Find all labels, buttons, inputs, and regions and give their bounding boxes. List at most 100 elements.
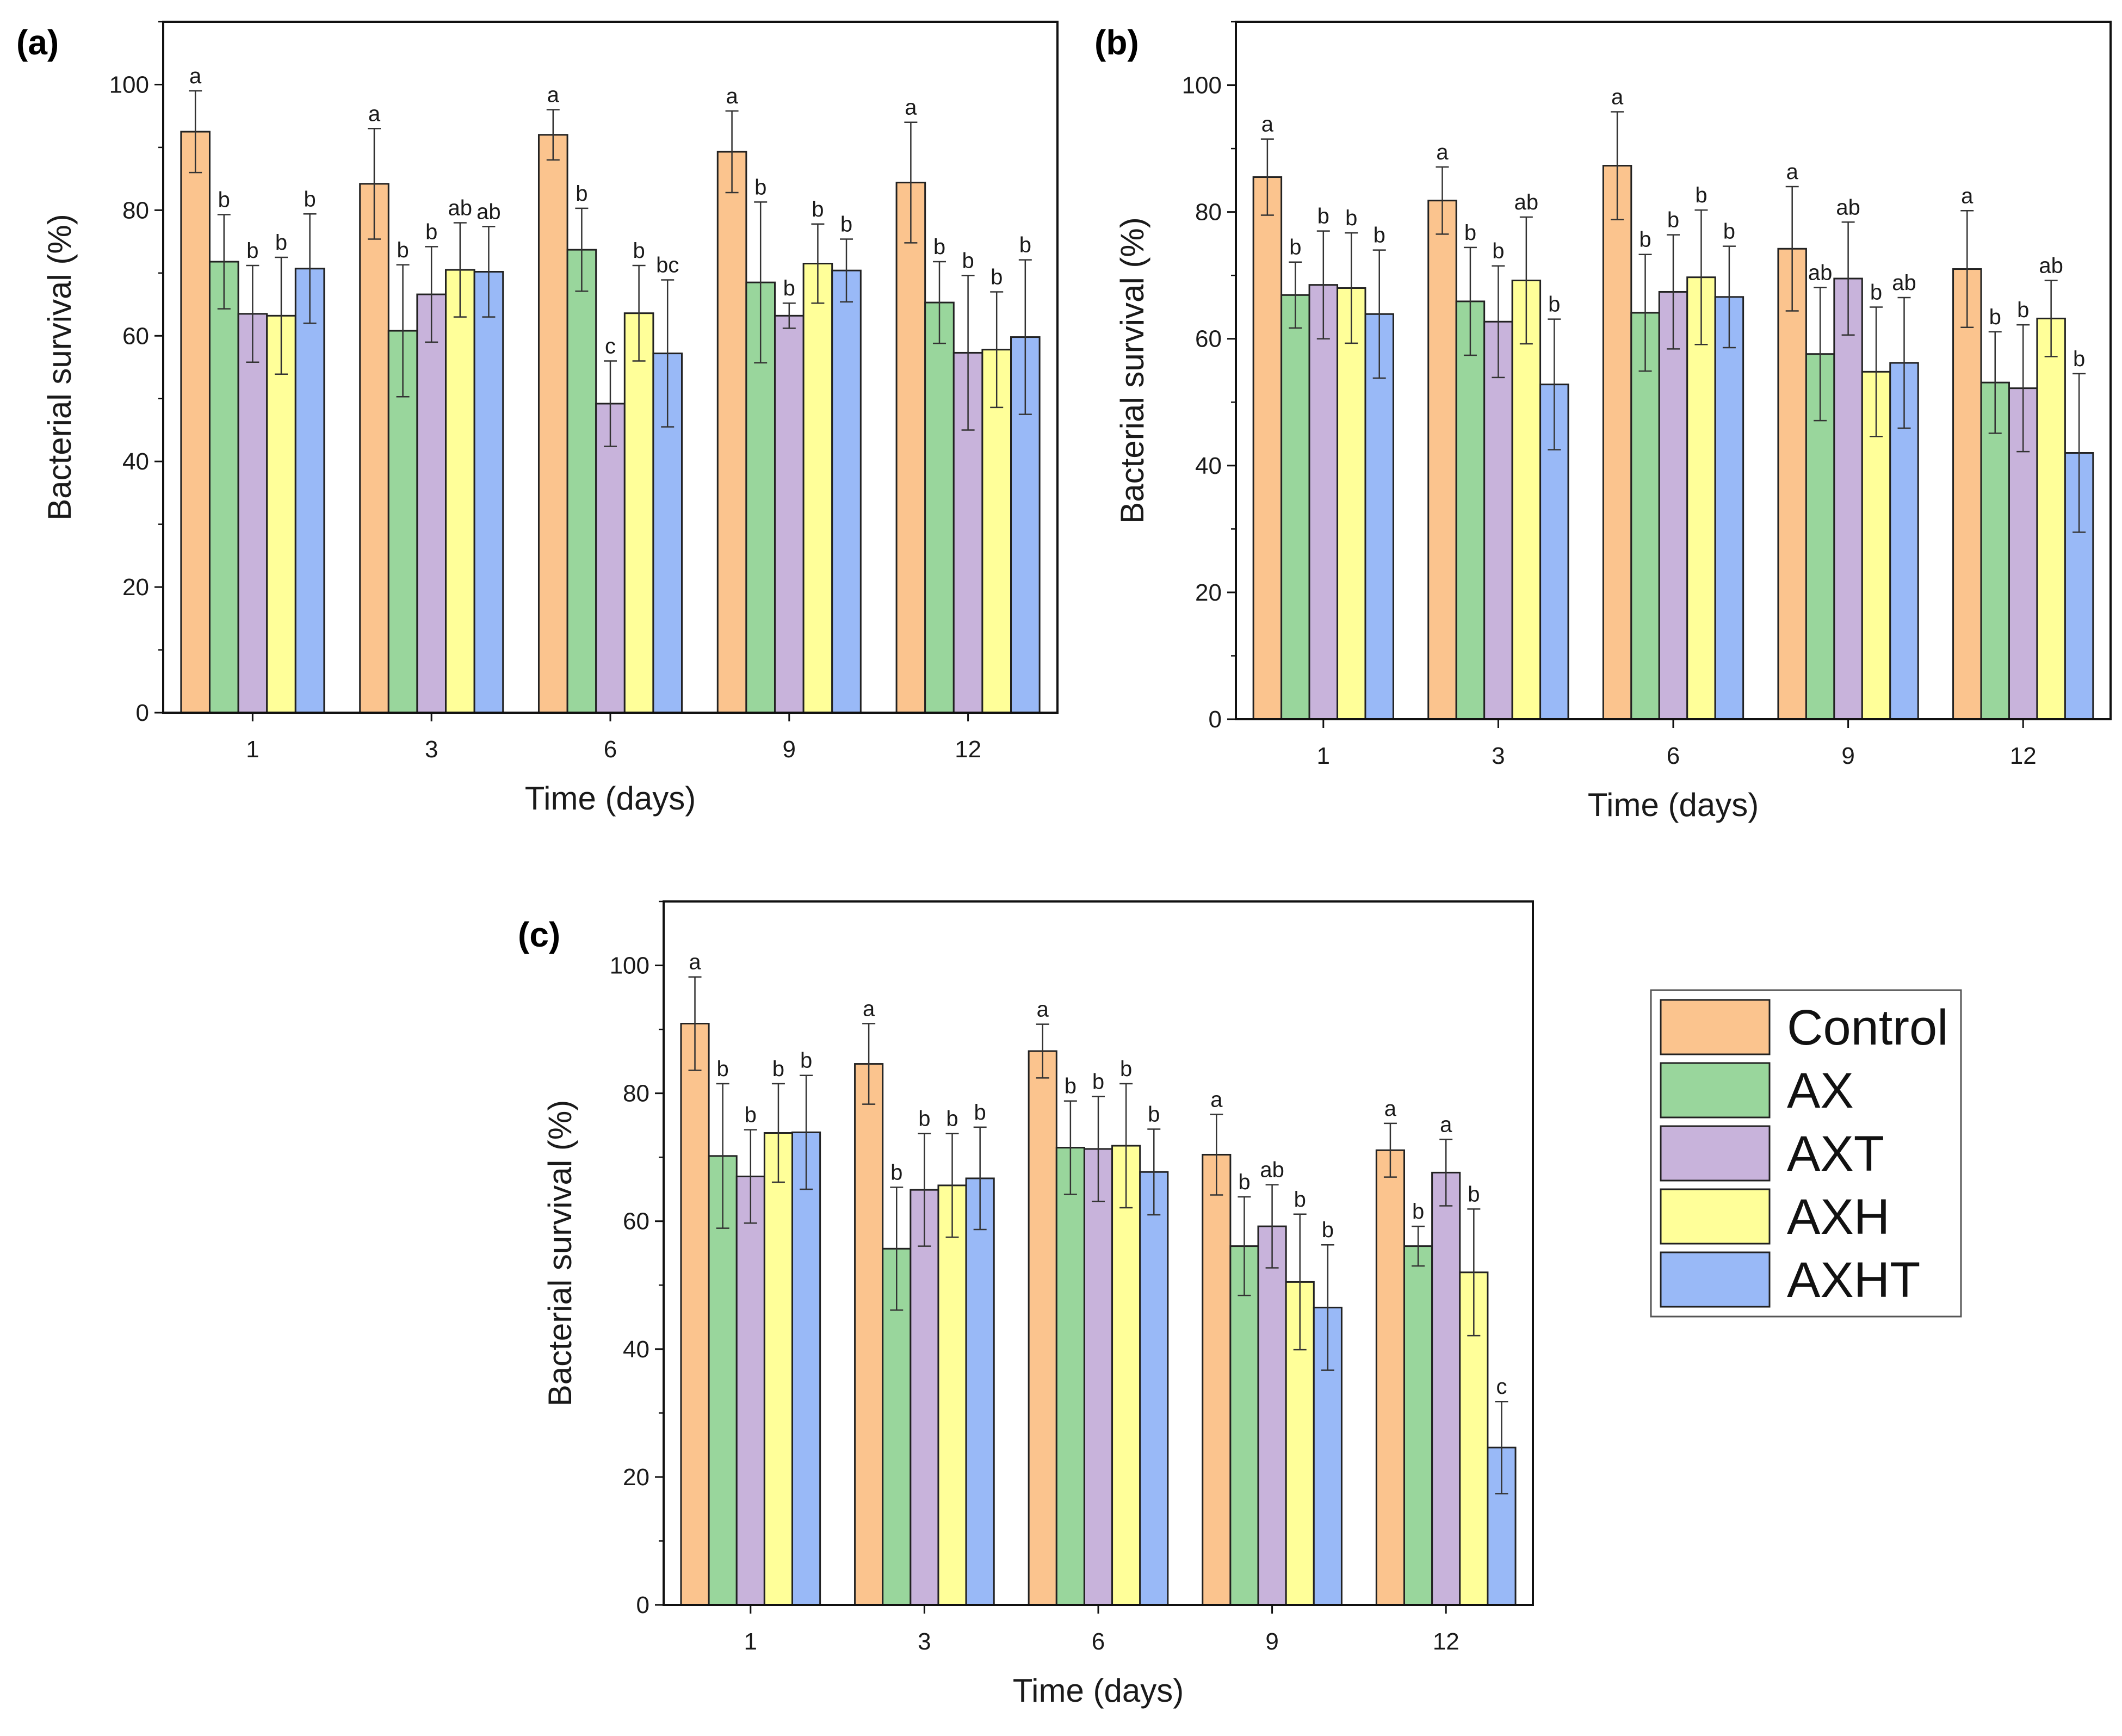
- bar-ax-day-12: [924, 301, 955, 714]
- x-tick-label: 1: [246, 736, 259, 763]
- y-tick-label: 100: [109, 71, 149, 98]
- bar-axh-day-6: [1111, 1145, 1141, 1606]
- significance-letter: ab: [1836, 195, 1860, 219]
- significance-letter: b: [1238, 1170, 1250, 1194]
- significance-letter: b: [1667, 208, 1679, 232]
- significance-letter: b: [840, 212, 852, 236]
- bar-ax-day-1: [1280, 294, 1310, 720]
- legend-swatch-control: [1660, 999, 1771, 1055]
- bar-control-day-1: [180, 131, 211, 714]
- significance-letter: bc: [656, 254, 679, 277]
- significance-letter: b: [783, 276, 795, 300]
- bar-control-day-3: [359, 183, 389, 714]
- significance-letter: b: [218, 188, 230, 212]
- significance-letter: ab: [1260, 1158, 1284, 1182]
- bar-control-day-1: [1252, 176, 1283, 720]
- bar-control-day-6: [537, 134, 568, 714]
- legend-swatch-axt: [1660, 1125, 1771, 1182]
- significance-letter: b: [1468, 1182, 1480, 1206]
- significance-letter: b: [576, 182, 587, 206]
- bar-axt-day-6: [1083, 1148, 1113, 1606]
- bar-control-day-12: [1952, 268, 1982, 720]
- significance-letter: b: [946, 1107, 958, 1131]
- x-tick-label: 1: [744, 1628, 757, 1655]
- significance-letter: b: [246, 239, 258, 263]
- legend-label-axt: AXT: [1787, 1126, 1884, 1182]
- significance-letter: b: [1322, 1218, 1334, 1242]
- significance-letter: b: [2017, 298, 2029, 322]
- y-tick-label: 80: [122, 197, 149, 224]
- x-tick-label: 6: [604, 736, 617, 763]
- bar-axt-day-3: [1483, 320, 1513, 720]
- significance-letter: b: [1412, 1200, 1424, 1224]
- bar-control-day-1: [680, 1023, 710, 1606]
- bar-control-day-12: [1375, 1149, 1405, 1606]
- bar-axh-day-3: [1511, 280, 1542, 720]
- legend-label-ax: AX: [1787, 1063, 1854, 1119]
- y-tick-label: 20: [122, 574, 149, 601]
- significance-letter: a: [1384, 1097, 1397, 1121]
- y-tick-label: 0: [636, 1592, 649, 1618]
- legend-label-axh: AXH: [1787, 1189, 1890, 1245]
- y-tick-label: 80: [1195, 199, 1222, 226]
- x-tick-label: 3: [918, 1628, 931, 1655]
- bar-control-day-9: [1202, 1153, 1232, 1606]
- legend: Control AX AXT AXH AXHT: [1650, 989, 1962, 1318]
- significance-letter: a: [1261, 113, 1274, 137]
- significance-letter: a: [1786, 160, 1799, 184]
- significance-letter: b: [812, 197, 824, 221]
- significance-letter: b: [1148, 1102, 1160, 1126]
- panel-label: (a): [16, 23, 59, 62]
- bar-axt-day-9: [774, 314, 805, 714]
- bar-axt-day-12: [1431, 1171, 1461, 1606]
- bar-axht-day-6: [1714, 296, 1744, 720]
- bar-axh-day-9: [802, 263, 833, 714]
- x-axis-title: Time (days): [1013, 1672, 1184, 1709]
- significance-letter: b: [1989, 305, 2001, 329]
- significance-letter: ab: [1892, 271, 1916, 295]
- legend-swatch-axht: [1660, 1251, 1771, 1308]
- significance-letter: b: [1317, 205, 1329, 228]
- bar-axh-day-3: [937, 1184, 967, 1606]
- x-tick-label: 6: [1092, 1628, 1105, 1655]
- y-tick-label: 80: [623, 1080, 649, 1107]
- significance-letter: a: [1210, 1088, 1223, 1111]
- x-tick-label: 6: [1667, 743, 1680, 769]
- significance-letter: b: [991, 265, 1003, 289]
- significance-letter: b: [1289, 236, 1301, 260]
- bar-ax-day-6: [1055, 1147, 1085, 1606]
- bar-axh-day-1: [1337, 287, 1366, 720]
- significance-letter: b: [2073, 347, 2085, 371]
- y-tick-label: 0: [1209, 706, 1222, 733]
- bar-axht-day-6: [1139, 1171, 1169, 1606]
- y-tick-label: 0: [136, 700, 149, 726]
- significance-letter: b: [962, 249, 974, 273]
- bar-axh-day-6: [623, 312, 654, 714]
- x-tick-label: 12: [1433, 1628, 1459, 1655]
- bar-axht-day-1: [791, 1131, 821, 1606]
- significance-letter: b: [1092, 1070, 1104, 1094]
- bar-axht-day-9: [831, 269, 862, 714]
- x-axis-title: Time (days): [1588, 787, 1759, 823]
- y-axis-title: Bacterial survival (%): [41, 214, 78, 520]
- panel-label: (b): [1094, 23, 1139, 62]
- legend-swatch-ax: [1660, 1062, 1771, 1119]
- bar-axt-day-1: [735, 1175, 765, 1606]
- bar-ax-day-9: [1229, 1245, 1259, 1606]
- significance-letter: b: [1345, 206, 1357, 230]
- x-tick-label: 12: [955, 736, 981, 763]
- bar-axt-day-6: [1658, 291, 1688, 720]
- bar-control-day-3: [854, 1063, 884, 1606]
- bar-ax-day-1: [208, 261, 239, 714]
- bar-control-day-6: [1602, 165, 1632, 720]
- significance-letter: b: [275, 231, 287, 255]
- significance-letter: ab: [1808, 261, 1833, 285]
- significance-letter: b: [1695, 183, 1707, 207]
- significance-letter: b: [1294, 1188, 1306, 1212]
- x-tick-label: 9: [1841, 743, 1854, 769]
- y-tick-label: 20: [1195, 579, 1222, 606]
- significance-letter: b: [717, 1057, 729, 1081]
